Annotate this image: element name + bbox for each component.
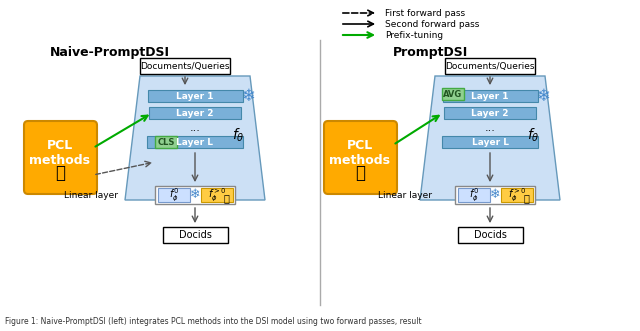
Text: Layer 2: Layer 2 <box>471 109 509 118</box>
Text: 🔥: 🔥 <box>355 164 365 182</box>
Text: Documents/Queries: Documents/Queries <box>445 62 535 71</box>
Text: $f_\phi^0$: $f_\phi^0$ <box>169 186 179 204</box>
FancyBboxPatch shape <box>444 107 536 119</box>
Text: ...: ... <box>484 123 495 133</box>
Text: First forward pass: First forward pass <box>385 9 465 18</box>
Text: $f_\phi^0$: $f_\phi^0$ <box>469 186 479 204</box>
Text: Docids: Docids <box>179 230 211 240</box>
FancyBboxPatch shape <box>442 90 538 102</box>
Text: ...: ... <box>189 123 200 133</box>
FancyBboxPatch shape <box>501 188 533 202</box>
Text: Documents/Queries: Documents/Queries <box>140 62 230 71</box>
Polygon shape <box>125 76 265 200</box>
FancyBboxPatch shape <box>445 58 535 74</box>
FancyBboxPatch shape <box>201 188 233 202</box>
FancyBboxPatch shape <box>158 188 190 202</box>
Text: PCL
methods: PCL methods <box>330 139 390 167</box>
FancyBboxPatch shape <box>442 88 464 100</box>
Text: Prefix-tuning: Prefix-tuning <box>385 30 443 39</box>
Text: Layer 1: Layer 1 <box>471 91 509 101</box>
Text: Linear layer: Linear layer <box>64 191 118 200</box>
FancyBboxPatch shape <box>155 136 177 148</box>
Text: ❄: ❄ <box>189 188 200 202</box>
Text: 🔥: 🔥 <box>523 193 529 203</box>
Text: CLS: CLS <box>157 137 175 147</box>
FancyBboxPatch shape <box>442 136 538 148</box>
Text: $f_\phi^{>0}$: $f_\phi^{>0}$ <box>508 186 526 204</box>
FancyBboxPatch shape <box>149 107 241 119</box>
Text: Layer 1: Layer 1 <box>176 91 214 101</box>
FancyBboxPatch shape <box>455 186 535 204</box>
Text: AVG: AVG <box>444 89 463 99</box>
FancyBboxPatch shape <box>324 121 397 194</box>
FancyBboxPatch shape <box>163 227 228 243</box>
Text: Layer L: Layer L <box>177 137 214 147</box>
Text: PCL
methods: PCL methods <box>29 139 90 167</box>
FancyBboxPatch shape <box>458 188 490 202</box>
Text: Naive-PromptDSI: Naive-PromptDSI <box>50 45 170 59</box>
Text: ❄: ❄ <box>536 87 550 105</box>
Text: ❄: ❄ <box>490 188 500 202</box>
Text: Layer L: Layer L <box>472 137 509 147</box>
FancyBboxPatch shape <box>155 186 235 204</box>
FancyBboxPatch shape <box>147 136 243 148</box>
Text: $f_\theta$: $f_\theta$ <box>232 126 244 144</box>
Text: ❄: ❄ <box>241 87 255 105</box>
FancyBboxPatch shape <box>140 58 230 74</box>
Text: Figure 1: Naive-PromptDSI (left) integrates PCL methods into the DSI model using: Figure 1: Naive-PromptDSI (left) integra… <box>5 317 422 326</box>
Text: Second forward pass: Second forward pass <box>385 20 479 28</box>
Text: Docids: Docids <box>474 230 506 240</box>
Text: Linear layer: Linear layer <box>378 191 432 200</box>
Text: 🔥: 🔥 <box>223 193 229 203</box>
Polygon shape <box>420 76 560 200</box>
FancyBboxPatch shape <box>458 227 523 243</box>
Text: $f_\phi^{>0}$: $f_\phi^{>0}$ <box>208 186 226 204</box>
FancyBboxPatch shape <box>24 121 97 194</box>
Text: $f_\theta$: $f_\theta$ <box>527 126 540 144</box>
Text: Layer 2: Layer 2 <box>176 109 214 118</box>
Text: 🔥: 🔥 <box>55 164 65 182</box>
FancyBboxPatch shape <box>147 90 243 102</box>
Text: PromptDSI: PromptDSI <box>392 45 468 59</box>
